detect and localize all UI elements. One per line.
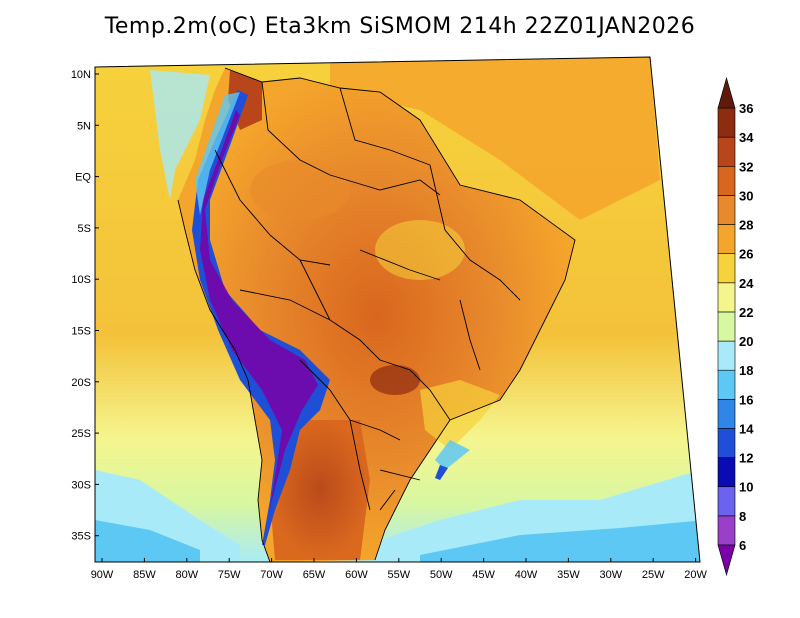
lon-tick-label: 55W bbox=[387, 569, 410, 581]
colorbar-swatch bbox=[717, 457, 736, 488]
lon-tick-label: 35W bbox=[557, 569, 580, 581]
southwest-colder-ocean bbox=[95, 520, 200, 562]
serra-cold-spot bbox=[435, 465, 448, 480]
andes-north-cool bbox=[195, 92, 240, 215]
lat-tick-label: 35S bbox=[71, 531, 91, 543]
colorbar-label: 30 bbox=[739, 188, 753, 203]
lon-tick-label: 45W bbox=[472, 569, 495, 581]
lat-tick-label: EQ bbox=[75, 172, 91, 184]
serra-cool-spot bbox=[435, 440, 470, 470]
pantanal-hot-patch bbox=[370, 365, 420, 395]
argentina-hot-region bbox=[270, 420, 370, 560]
colorbar-max-triangle bbox=[717, 76, 736, 109]
colorbar-swatch bbox=[717, 311, 736, 342]
map-frame bbox=[94, 56, 701, 563]
andes-coldest-core bbox=[200, 110, 318, 520]
lat-tick-label: 25S bbox=[71, 428, 91, 440]
colorbar-label: 12 bbox=[739, 451, 753, 466]
colorbar-label: 24 bbox=[739, 276, 754, 291]
colorbar-label: 14 bbox=[739, 421, 754, 436]
lon-tick-label: 65W bbox=[303, 569, 326, 581]
latitude-axis: 10N 5N EQ 5S 10S 15S 20S 25S 30S 35S bbox=[71, 69, 99, 543]
colorbar-swatch bbox=[717, 428, 736, 458]
southeast-colder-ocean bbox=[420, 520, 700, 562]
colorbar-swatch bbox=[717, 486, 736, 517]
colorbar-label: 32 bbox=[739, 159, 753, 174]
colorbar-label: 10 bbox=[739, 480, 753, 495]
colorbar-swatch bbox=[717, 136, 736, 167]
lat-tick-label: 15S bbox=[71, 326, 91, 338]
colorbar-label: 36 bbox=[739, 101, 753, 116]
colorbar-swatch bbox=[717, 224, 736, 254]
colorbar-swatch bbox=[717, 165, 736, 196]
colorbar-swatch bbox=[717, 195, 736, 225]
colorbar: 6 8 10 12 14 16 18 20 22 24 26 28 30 32 34 36 bbox=[717, 76, 754, 577]
lon-tick-label: 80W bbox=[175, 569, 198, 581]
lat-tick-label: 20S bbox=[71, 377, 91, 389]
lon-tick-label: 85W bbox=[133, 569, 156, 581]
andes-cold-ridge bbox=[192, 90, 330, 545]
lon-tick-label: 90W bbox=[91, 569, 114, 581]
colorbar-swatch bbox=[717, 282, 736, 313]
colorbar-swatch bbox=[717, 253, 736, 284]
lon-tick-label: 30W bbox=[599, 569, 622, 581]
longitude-axis: 90W 85W 80W 75W 70W 65W 60W 55W 50W 45W 40W 35W 30W 2… bbox=[91, 558, 708, 581]
lon-tick-label: 20W bbox=[684, 569, 707, 581]
southeast-highlands bbox=[420, 380, 500, 450]
atlantic-warm-band bbox=[330, 57, 660, 220]
colorbar-label: 16 bbox=[739, 392, 753, 407]
lon-tick-label: 60W bbox=[345, 569, 368, 581]
colorbar-label: 6 bbox=[739, 538, 746, 553]
lat-tick-label: 30S bbox=[71, 479, 91, 491]
political-borders bbox=[177, 67, 576, 562]
colorbar-label: 20 bbox=[739, 334, 753, 349]
lat-tick-label: 5S bbox=[78, 223, 91, 235]
colorbar-swatch bbox=[717, 369, 736, 400]
central-warm-patch bbox=[375, 220, 465, 280]
colorbar-swatch bbox=[717, 399, 736, 429]
lon-tick-label: 40W bbox=[515, 569, 538, 581]
colorbar-swatch bbox=[717, 107, 736, 138]
colorbar-min-triangle bbox=[717, 544, 736, 577]
colorbar-label: 22 bbox=[739, 305, 753, 320]
lon-tick-label: 70W bbox=[260, 569, 283, 581]
colorbar-swatch bbox=[717, 515, 736, 546]
lat-tick-label: 5N bbox=[77, 120, 91, 132]
colorbar-label: 26 bbox=[739, 247, 753, 262]
map-title: Temp.2m(oC) Eta3km SiSMOM 214h 22Z01JAN2… bbox=[104, 14, 696, 39]
amazon-warm-patch bbox=[250, 160, 350, 220]
colorbar-swatch bbox=[717, 340, 736, 371]
colorbar-label: 8 bbox=[739, 509, 746, 524]
lat-tick-label: 10N bbox=[71, 69, 91, 81]
colorbar-label: 18 bbox=[739, 363, 753, 378]
map-field bbox=[95, 57, 700, 562]
lon-tick-label: 75W bbox=[218, 569, 241, 581]
lat-tick-label: 10S bbox=[71, 274, 91, 286]
pacific-cool-strip bbox=[150, 70, 210, 200]
colorbar-label: 28 bbox=[739, 218, 753, 233]
colorbar-label: 34 bbox=[739, 130, 754, 145]
lon-tick-label: 25W bbox=[642, 569, 665, 581]
lon-tick-label: 50W bbox=[430, 569, 453, 581]
